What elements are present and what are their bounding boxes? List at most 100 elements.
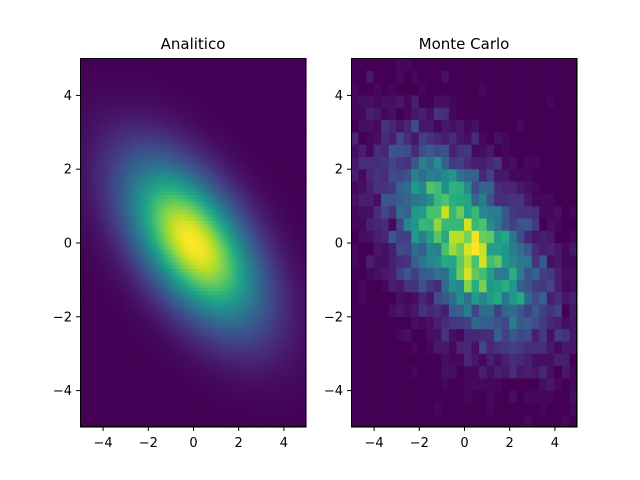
heatmap-cell: [177, 168, 181, 173]
heatmap-cell: [181, 264, 185, 269]
heatmap-cell: [122, 408, 126, 413]
heatmap-cell: [168, 194, 171, 199]
heatmap-cell: [152, 161, 156, 166]
heatmap-cell: [179, 190, 183, 196]
heatmap-cell: [138, 364, 142, 369]
heatmap-cell: [177, 157, 181, 162]
heatmap-cell: [181, 349, 185, 354]
heatmap-cell: [120, 179, 124, 185]
heatmap-cell: [159, 294, 162, 299]
heatmap-cell: [188, 415, 192, 421]
heatmap-cell: [109, 65, 113, 70]
heatmap-cell: [141, 286, 144, 292]
heatmap-cell: [138, 83, 142, 89]
heatmap-cell: [100, 212, 104, 218]
heatmap-cell: [181, 94, 185, 100]
heatmap-cell: [147, 312, 151, 317]
heatmap-cell: [91, 124, 95, 129]
heatmap-cell: [136, 194, 140, 199]
heatmap-cell: [163, 331, 167, 336]
heatmap-cell: [129, 390, 133, 395]
heatmap-cell: [98, 275, 101, 280]
heatmap-cell: [127, 61, 131, 66]
heatmap-cell: [93, 423, 97, 428]
heatmap-cell: [188, 238, 192, 244]
heatmap-cell: [120, 279, 124, 284]
heatmap-cell: [129, 408, 133, 413]
heatmap-cell: [125, 165, 129, 170]
heatmap-cell: [113, 194, 117, 199]
heatmap-cell: [141, 345, 144, 351]
heatmap-cell: [129, 246, 133, 251]
heatmap-cell: [89, 367, 92, 373]
heatmap-cell: [111, 135, 115, 140]
heatmap-cell: [147, 272, 151, 277]
heatmap-cell: [190, 246, 194, 251]
heatmap-cell: [159, 117, 162, 122]
heatmap-cell: [122, 257, 126, 262]
heatmap-cell: [95, 69, 99, 74]
heatmap-cell: [91, 404, 95, 410]
heatmap-cell: [84, 187, 88, 192]
heatmap-cell: [186, 176, 190, 181]
heatmap-cell: [154, 76, 158, 81]
heatmap-cell: [125, 401, 129, 406]
heatmap-cell: [125, 356, 129, 362]
heatmap-cell: [150, 87, 153, 92]
heatmap-cell: [91, 415, 95, 421]
heatmap-cell: [156, 404, 160, 410]
heatmap-cell: [170, 334, 174, 340]
heatmap-cell: [183, 172, 187, 177]
heatmap-cell: [145, 360, 149, 365]
heatmap-cell: [93, 268, 97, 273]
heatmap-cell: [80, 246, 83, 251]
heatmap-cell: [152, 190, 156, 196]
heatmap-cell: [122, 379, 126, 384]
heatmap-cell: [188, 205, 192, 210]
heatmap-cell: [188, 168, 192, 173]
heatmap-cell: [93, 401, 97, 406]
heatmap-cell: [156, 168, 160, 173]
heatmap-cell: [154, 275, 158, 280]
heatmap-cell: [177, 183, 181, 188]
heatmap-cell: [174, 257, 178, 262]
heatmap-cell: [120, 235, 124, 240]
heatmap-cell: [143, 286, 147, 292]
heatmap-cell: [107, 297, 110, 303]
heatmap-cell: [116, 80, 120, 85]
heatmap-cell: [145, 113, 149, 118]
heatmap-cell: [86, 83, 90, 89]
heatmap-cell: [125, 408, 129, 413]
heatmap-cell: [134, 61, 138, 66]
heatmap-cell: [86, 128, 90, 133]
heatmap-cell: [127, 294, 131, 299]
heatmap-cell: [84, 205, 88, 210]
heatmap-cell: [80, 404, 83, 410]
heatmap-cell: [177, 117, 181, 122]
heatmap-cell: [188, 165, 192, 170]
heatmap-cell: [84, 198, 88, 203]
heatmap-cell: [91, 72, 95, 78]
heatmap-cell: [188, 179, 192, 185]
heatmap-cell: [104, 183, 108, 188]
heatmap-cell: [150, 349, 153, 354]
heatmap-cell: [127, 268, 131, 273]
heatmap-cell: [150, 183, 153, 188]
heatmap-cell: [109, 331, 113, 336]
heatmap-cell: [156, 360, 160, 365]
heatmap-cell: [134, 157, 138, 162]
heatmap-cell: [190, 404, 194, 410]
heatmap-cell: [118, 275, 122, 280]
heatmap-cell: [104, 353, 108, 358]
heatmap-cell: [152, 379, 156, 384]
heatmap-cell: [102, 157, 106, 162]
heatmap-cell: [116, 227, 120, 233]
heatmap-cell: [84, 342, 88, 347]
heatmap-cell: [163, 220, 167, 225]
heatmap-cell: [143, 161, 147, 166]
heatmap-cell: [100, 201, 104, 207]
heatmap-cell: [172, 404, 176, 410]
heatmap-cell: [168, 161, 171, 166]
heatmap-cell: [125, 297, 129, 303]
heatmap-cell: [91, 198, 95, 203]
